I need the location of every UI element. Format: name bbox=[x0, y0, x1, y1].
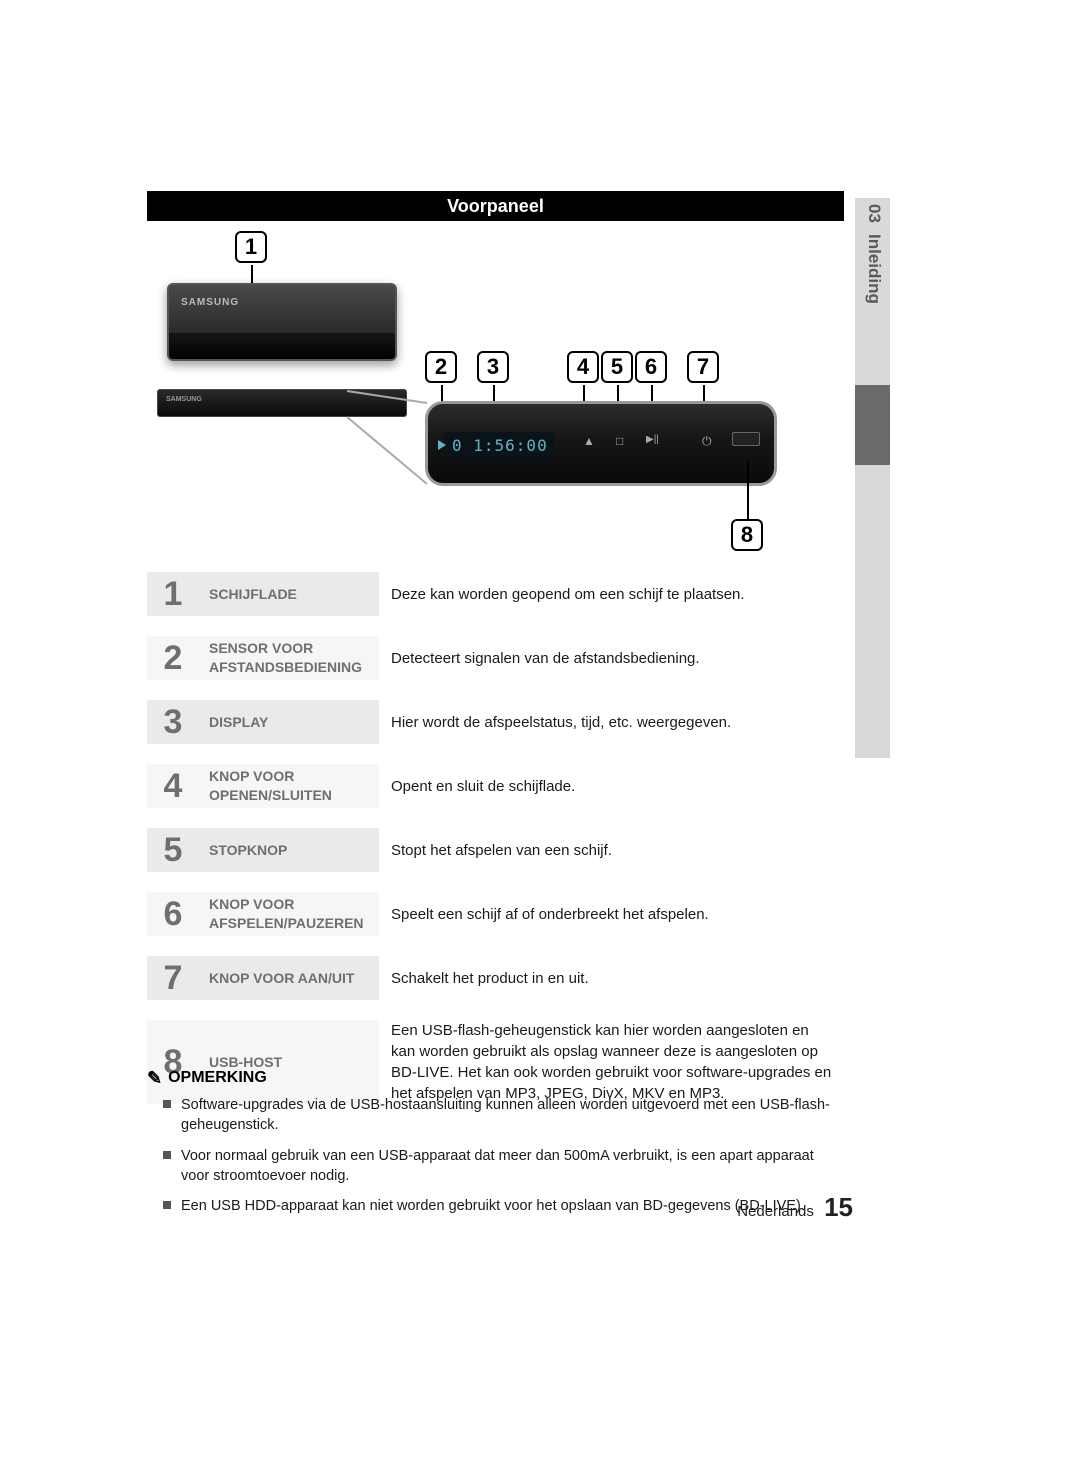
row-number: 1 bbox=[147, 572, 199, 616]
callout-6: 6 bbox=[635, 351, 667, 383]
row-label: KNOP VOOR AAN/UIT bbox=[199, 956, 379, 1000]
row-number: 5 bbox=[147, 828, 199, 872]
side-tab-active-marker bbox=[855, 385, 890, 465]
row-desc: Detecteert signalen van de afstandsbedie… bbox=[379, 648, 844, 669]
table-row: 7 KNOP VOOR AAN/UIT Schakelt het product… bbox=[147, 946, 844, 1010]
usb-port bbox=[732, 432, 760, 446]
table-row: 5 STOPKNOP Stopt het afspelen van een sc… bbox=[147, 818, 844, 882]
note-title: ✎ OPMERKING bbox=[147, 1066, 844, 1087]
device-perspective: SAMSUNG bbox=[167, 283, 397, 361]
brand-label: SAMSUNG bbox=[181, 297, 239, 308]
table-row: 1 SCHIJFLADE Deze kan worden geopend om … bbox=[147, 562, 844, 626]
pencil-icon: ✎ bbox=[147, 1068, 162, 1089]
page-number: 15 bbox=[824, 1192, 853, 1222]
row-desc: Hier wordt de afspeelstatus, tijd, etc. … bbox=[379, 712, 844, 733]
front-panel-diagram: 1 SAMSUNG SAMSUNG 2 3 4 5 6 7 0 1:56:00 … bbox=[147, 221, 844, 561]
row-number: 7 bbox=[147, 956, 199, 1000]
row-label: STOPKNOP bbox=[199, 828, 379, 872]
row-label: SCHIJFLADE bbox=[199, 572, 379, 616]
note-item: Software-upgrades via de USB-hostaanslui… bbox=[181, 1095, 844, 1136]
device-front-small: SAMSUNG bbox=[157, 389, 407, 417]
row-label: SENSOR VOOR AFSTANDSBEDIENING bbox=[199, 636, 379, 680]
row-desc: Deze kan worden geopend om een schijf te… bbox=[379, 584, 844, 605]
note-item: Voor normaal gebruik van een USB-apparaa… bbox=[181, 1146, 844, 1187]
row-label: DISPLAY bbox=[199, 700, 379, 744]
callout-7: 7 bbox=[687, 351, 719, 383]
row-label: KNOP VOOR AFSPELEN/PAUZEREN bbox=[199, 892, 379, 936]
row-number: 6 bbox=[147, 892, 199, 936]
brand-label-small: SAMSUNG bbox=[166, 396, 202, 403]
footer-lang: Nederlands bbox=[737, 1203, 814, 1220]
row-desc: Speelt een schijf af of onderbreekt het … bbox=[379, 904, 844, 925]
table-row: 4 KNOP VOOR OPENEN/SLUITEN Opent en slui… bbox=[147, 754, 844, 818]
parts-table: 1 SCHIJFLADE Deze kan worden geopend om … bbox=[147, 562, 844, 1114]
page-footer: Nederlands 15 bbox=[737, 1192, 853, 1223]
note-title-text: OPMERKING bbox=[168, 1069, 267, 1086]
play-pause-icon: ▶|| bbox=[646, 434, 659, 445]
play-icon bbox=[438, 440, 446, 450]
callout-2: 2 bbox=[425, 351, 457, 383]
table-row: 2 SENSOR VOOR AFSTANDSBEDIENING Detectee… bbox=[147, 626, 844, 690]
row-number: 2 bbox=[147, 636, 199, 680]
callout-1: 1 bbox=[235, 231, 267, 263]
row-desc: Opent en sluit de schijflade. bbox=[379, 776, 844, 797]
eject-icon: ▲ bbox=[583, 434, 595, 448]
callout-3: 3 bbox=[477, 351, 509, 383]
table-row: 3 DISPLAY Hier wordt de afspeelstatus, t… bbox=[147, 690, 844, 754]
stop-icon: □ bbox=[616, 434, 623, 448]
row-number: 3 bbox=[147, 700, 199, 744]
section-name: Inleiding bbox=[864, 234, 884, 304]
callout-line bbox=[747, 461, 749, 519]
callout-4: 4 bbox=[567, 351, 599, 383]
section-number: 03 bbox=[864, 204, 884, 223]
section-header: Voorpaneel bbox=[147, 191, 844, 221]
power-icon: ⏻ bbox=[702, 434, 712, 449]
row-desc: Stopt het afspelen van een schijf. bbox=[379, 840, 844, 861]
callout-5: 5 bbox=[601, 351, 633, 383]
front-panel-zoom: 0 1:56:00 ▲ □ ▶|| ⏻ bbox=[425, 401, 777, 486]
timecode: 0 1:56:00 bbox=[452, 436, 548, 455]
table-row: 6 KNOP VOOR AFSPELEN/PAUZEREN Speelt een… bbox=[147, 882, 844, 946]
row-desc: Schakelt het product in en uit. bbox=[379, 968, 844, 989]
display-panel: 0 1:56:00 bbox=[444, 432, 554, 460]
row-number: 4 bbox=[147, 764, 199, 808]
callout-8: 8 bbox=[731, 519, 763, 551]
row-label: KNOP VOOR OPENEN/SLUITEN bbox=[199, 764, 379, 808]
